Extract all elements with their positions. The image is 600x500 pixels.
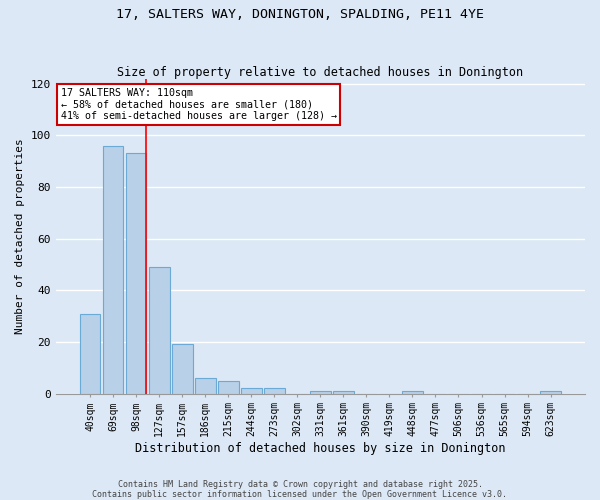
Bar: [333, 391, 354, 394]
Bar: [103, 146, 124, 394]
Text: Contains HM Land Registry data © Crown copyright and database right 2025.
Contai: Contains HM Land Registry data © Crown c…: [92, 480, 508, 499]
Bar: [149, 267, 170, 394]
Bar: [540, 391, 561, 394]
Y-axis label: Number of detached properties: Number of detached properties: [15, 138, 25, 334]
Text: 17 SALTERS WAY: 110sqm
← 58% of detached houses are smaller (180)
41% of semi-de: 17 SALTERS WAY: 110sqm ← 58% of detached…: [61, 88, 337, 121]
Bar: [264, 388, 284, 394]
Bar: [241, 388, 262, 394]
Bar: [172, 344, 193, 394]
Bar: [126, 154, 146, 394]
Bar: [402, 391, 423, 394]
Text: 17, SALTERS WAY, DONINGTON, SPALDING, PE11 4YE: 17, SALTERS WAY, DONINGTON, SPALDING, PE…: [116, 8, 484, 20]
Title: Size of property relative to detached houses in Donington: Size of property relative to detached ho…: [117, 66, 523, 78]
X-axis label: Distribution of detached houses by size in Donington: Distribution of detached houses by size …: [135, 442, 506, 455]
Bar: [310, 391, 331, 394]
Bar: [80, 314, 100, 394]
Bar: [195, 378, 215, 394]
Bar: [218, 380, 239, 394]
